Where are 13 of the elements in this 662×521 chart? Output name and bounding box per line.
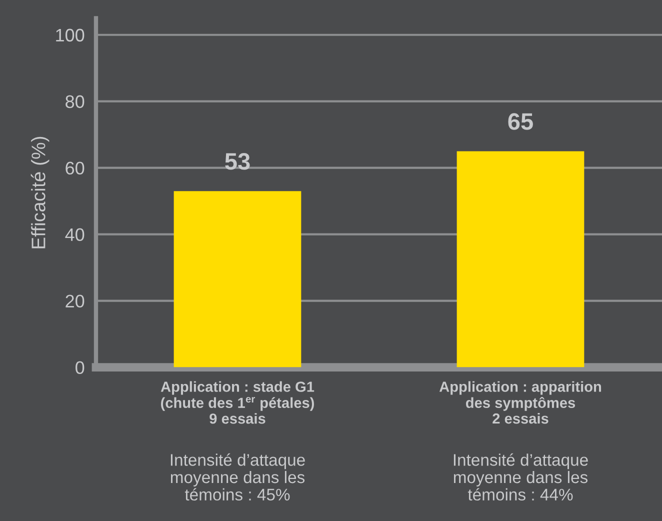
y-axis-title: Efficacité (%) bbox=[30, 136, 50, 248]
x-tick-label: Application : stade G1 (chute des 1$^{er}$ pétales) 9 essais bbox=[160, 381, 314, 424]
y-tick-label: 20 bbox=[66, 294, 84, 308]
y-tick-label: 0 bbox=[76, 361, 84, 374]
x-tick-label: Application : apparition des symptômes 2 essais bbox=[439, 381, 602, 424]
data-label: 65 bbox=[508, 113, 533, 130]
y-tick-label: 80 bbox=[66, 95, 84, 108]
y-tick-label: 100 bbox=[56, 28, 84, 42]
y-tick-label: 60 bbox=[66, 162, 84, 175]
text: Intensité d’attaque moyenne dans les témoins : 44% bbox=[454, 453, 588, 501]
y-tick-label: 40 bbox=[65, 228, 84, 242]
text: Intensité d’attaque moyenne dans les témoins : 45% bbox=[170, 453, 305, 501]
data-label: 53 bbox=[225, 153, 250, 170]
